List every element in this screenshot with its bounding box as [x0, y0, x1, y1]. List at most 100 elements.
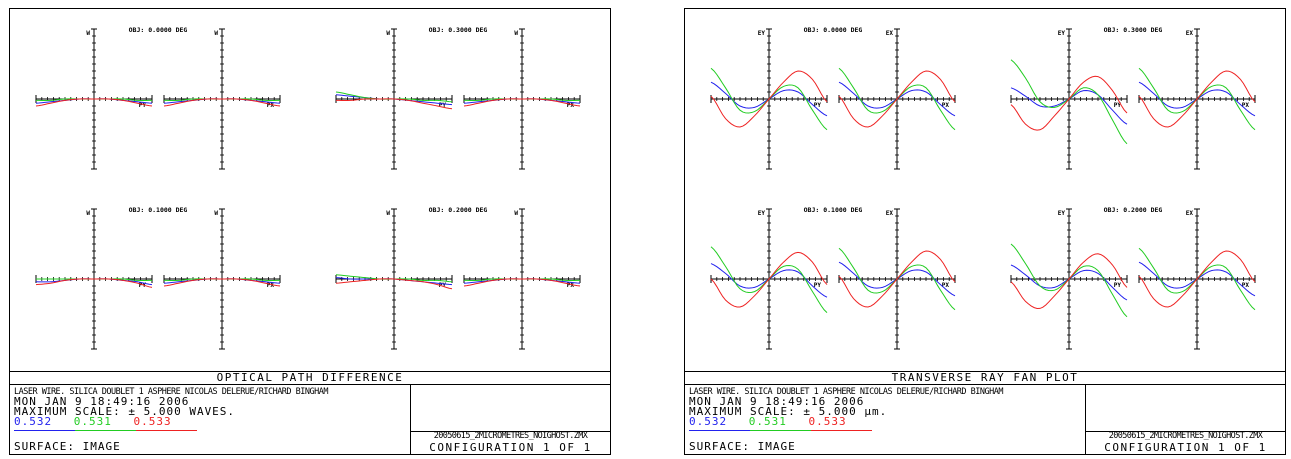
pupil-label: PY [814, 282, 822, 289]
series-line-3 [1138, 70, 1256, 128]
series-line-3 [838, 250, 956, 308]
configuration-label: CONFIGURATION 1 OF 1 [1104, 441, 1267, 454]
series-line-3 [710, 251, 828, 308]
series-line-3 [710, 70, 828, 128]
pupil-label: PX [567, 102, 575, 109]
wavelength-1-line [689, 430, 750, 431]
pupil-label: PX [567, 282, 575, 289]
series-line-3 [463, 98, 581, 107]
pupil-label: PY [1114, 102, 1122, 109]
pupil-label: PY [139, 282, 147, 289]
info-block: LASER WIRE. SILICA DOUBLET 1 ASPHERE NIC… [685, 385, 1285, 455]
field-angle-label: OBJ: 0.0000 DEG [129, 26, 188, 34]
ray-fan-chart: EY PY EX PX OBJ: 0.0000 DEG EY PY EX PX OBJ: 0.30… [710, 26, 1256, 350]
pupil-label: PX [942, 282, 950, 289]
pupil-label: PX [1242, 102, 1250, 109]
field-3-tangential-fan: W PY [35, 208, 153, 350]
axis-label: EY [1058, 210, 1066, 217]
wavelength-2-line [75, 430, 136, 431]
axis-label: EY [758, 30, 766, 37]
series-line-3 [838, 70, 956, 128]
wavelength-2-line [750, 430, 811, 431]
pupil-label: PY [439, 102, 447, 109]
date-line: MON JAN 9 18:49:16 2006 [689, 395, 865, 408]
field-angle-label: OBJ: 0.2000 DEG [1104, 206, 1163, 214]
ray-plot-area: EY PY EX PX OBJ: 0.0000 DEG EY PY EX PX OBJ: 0.30… [685, 9, 1285, 371]
field-4-sagittal-fan: W PX [463, 208, 581, 350]
info-left: LASER WIRE. SILICA DOUBLET 1 ASPHERE NIC… [685, 385, 1086, 454]
pupil-label: PX [267, 282, 275, 289]
wavelength-3-line [136, 430, 197, 431]
pupil-label: PX [267, 102, 275, 109]
field-angle-label: OBJ: 0.3000 DEG [429, 26, 488, 34]
scale-line: MAXIMUM SCALE: ± 5.000 µm. [689, 405, 888, 418]
field-1-tangential-fan: EY PY [710, 28, 828, 170]
date-line: MON JAN 9 18:49:16 2006 [14, 395, 190, 408]
axis-label: EY [758, 210, 766, 217]
field-4-tangential-fan: EY PY [1010, 208, 1128, 350]
field-1-sagittal-fan: EX PX [838, 28, 956, 170]
filename: 20050615_2MICROMETRES_NOIGHOST.ZMX [1086, 431, 1285, 441]
axis-label: W [514, 210, 518, 217]
surface-label: SURFACE: IMAGE [14, 440, 121, 453]
axis-label: W [214, 30, 218, 37]
axis-label: W [386, 210, 390, 217]
pupil-label: PY [139, 102, 147, 109]
axis-label: EX [886, 210, 894, 217]
lens-description: LASER WIRE. SILICA DOUBLET 1 ASPHERE NIC… [14, 387, 329, 397]
field-angle-label: OBJ: 0.2000 DEG [429, 206, 488, 214]
field-2-tangential-fan: EY PY [1010, 28, 1128, 170]
field-3-sagittal-fan: EX PX [838, 208, 956, 350]
plot-title: OPTICAL PATH DIFFERENCE [10, 371, 610, 385]
field-4-tangential-fan: W PY [335, 208, 453, 350]
pupil-label: PY [1114, 282, 1122, 289]
info-block: LASER WIRE. SILICA DOUBLET 1 ASPHERE NIC… [10, 385, 610, 455]
wavelength-1: 0.532 [689, 415, 728, 428]
wavelength-legend: 0.532 0.531 0.533 [689, 416, 861, 428]
opd-panel: W PY W PX OBJ: 0.0000 DEG W PY W PX OBJ: 0.3000 D… [9, 8, 611, 455]
series-line-3 [35, 278, 153, 288]
field-1-sagittal-fan: W PX [163, 28, 281, 170]
opd-plot-area: W PY W PX OBJ: 0.0000 DEG W PY W PX OBJ: 0.3000 D… [10, 9, 610, 371]
series-line-3 [163, 98, 281, 107]
series-line-3 [463, 278, 581, 287]
surface-label: SURFACE: IMAGE [689, 440, 796, 453]
axis-label: W [514, 30, 518, 37]
series-line-3 [335, 98, 453, 110]
axis-label: EX [1186, 210, 1194, 217]
series-line-3 [163, 278, 281, 287]
series-line-3 [1010, 253, 1128, 309]
wavelength-2: 0.531 [748, 415, 787, 428]
info-right: 20050615_2MICROMETRES_NOIGHOST.ZMX CONFI… [411, 385, 610, 454]
field-2-sagittal-fan: EX PX [1138, 28, 1256, 170]
wavelength-2: 0.531 [73, 415, 112, 428]
axis-label: EX [886, 30, 894, 37]
field-angle-label: OBJ: 0.3000 DEG [1104, 26, 1163, 34]
series-line-3 [335, 278, 453, 290]
axis-label: W [214, 210, 218, 217]
scale-line: MAXIMUM SCALE: ± 5.000 WAVES. [14, 405, 236, 418]
ray-fan-panel: EY PY EX PX OBJ: 0.0000 DEG EY PY EX PX OBJ: 0.30… [684, 8, 1286, 455]
axis-label: EX [1186, 30, 1194, 37]
field-2-tangential-fan: W PY [335, 28, 453, 170]
wavelength-3: 0.533 [133, 415, 172, 428]
wavelength-3: 0.533 [808, 415, 847, 428]
lens-description: LASER WIRE. SILICA DOUBLET 1 ASPHERE NIC… [689, 387, 1004, 397]
axis-label: W [86, 30, 90, 37]
field-3-sagittal-fan: W PX [163, 208, 281, 350]
axis-label: EY [1058, 30, 1066, 37]
plot-title: TRANSVERSE RAY FAN PLOT [685, 371, 1285, 385]
series-line-3 [35, 98, 153, 107]
axis-label: W [386, 30, 390, 37]
opd-chart: W PY W PX OBJ: 0.0000 DEG W PY W PX OBJ: 0.3000 D… [35, 26, 581, 350]
field-2-sagittal-fan: W PX [463, 28, 581, 170]
wavelength-3-line [811, 430, 872, 431]
wavelength-1-line [14, 430, 75, 431]
series-line-3 [1010, 75, 1128, 131]
pupil-label: PX [942, 102, 950, 109]
filename: 20050615_2MICROMETRES_NOIGHOST.ZMX [411, 431, 610, 441]
info-left: LASER WIRE. SILICA DOUBLET 1 ASPHERE NIC… [10, 385, 411, 454]
field-angle-label: OBJ: 0.1000 DEG [804, 206, 863, 214]
field-angle-label: OBJ: 0.0000 DEG [804, 26, 863, 34]
wavelength-legend: 0.532 0.531 0.533 [14, 416, 186, 428]
